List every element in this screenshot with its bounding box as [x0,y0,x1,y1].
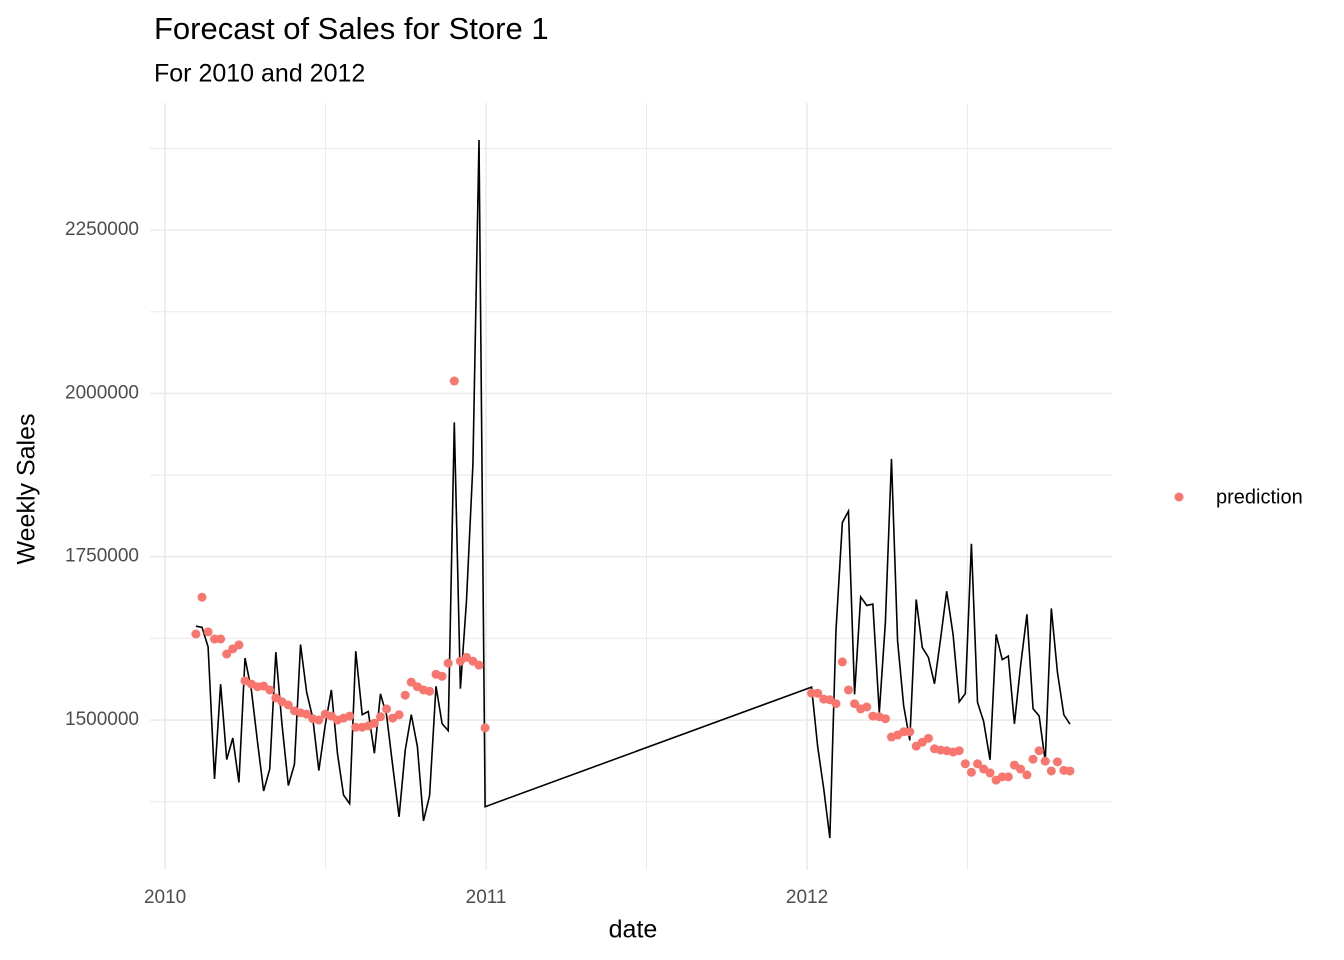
data-point [1040,756,1050,766]
x-tick-label: 2010 [144,887,186,908]
data-point [960,759,970,769]
data-point [905,727,915,737]
data-point [314,715,324,725]
data-point [345,711,355,721]
data-point [449,376,459,386]
y-tick-label: 1750000 [65,546,139,567]
data-point [1016,764,1026,774]
data-point [850,699,860,709]
data-point [382,704,392,714]
legend-label: prediction [1216,486,1303,508]
chart-subtitle: For 2010 and 2012 [154,60,365,88]
data-point [203,627,213,637]
data-point [954,746,964,756]
grid [150,103,1112,870]
data-point [837,657,847,667]
data-point [197,592,207,602]
data-point [437,671,447,681]
data-point [222,649,232,659]
chart-title: Forecast of Sales for Store 1 [154,11,549,46]
data-point [474,660,484,670]
data-point [400,690,410,700]
data-line [195,139,1071,839]
data-point [443,658,453,668]
data-point [1046,766,1056,776]
data-point [283,700,293,710]
data-point [1022,770,1032,780]
data-point [1034,746,1044,756]
data-point [369,718,379,728]
data-point [265,685,275,695]
data-point [923,733,933,743]
data-point [234,640,244,650]
data-point [191,629,201,639]
data-point [1052,757,1062,767]
data-point [480,723,490,733]
data-point [966,767,976,777]
data-point [985,768,995,778]
data-point [843,685,853,695]
data-point [394,710,404,720]
data-point [1028,754,1038,764]
data-point [216,634,226,644]
data-point [351,722,361,732]
y-tick-label: 2000000 [65,382,139,403]
data-point [375,712,385,722]
y-tick-label: 2250000 [65,219,139,240]
data-point [862,702,872,712]
data-point [880,714,890,724]
y-tick-label: 1500000 [65,709,139,730]
x-tick-label: 2011 [466,887,507,908]
data-point [425,686,435,696]
data-point [831,699,841,709]
data-point [1003,772,1013,782]
data-point [813,688,823,698]
x-axis-title: date [609,916,658,944]
data-point [1065,766,1075,776]
x-tick-label: 2012 [786,887,828,908]
y-axis-title: Weekly Sales [13,414,41,565]
legend-marker [1174,492,1184,502]
data-point [973,759,983,769]
